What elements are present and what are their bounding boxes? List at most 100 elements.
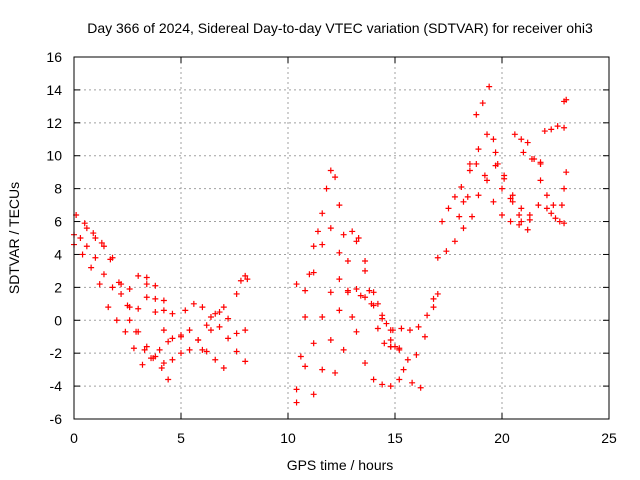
series-track-6 (143, 274, 227, 353)
data-point (81, 220, 88, 227)
y-tick-label: 10 (46, 148, 62, 164)
data-point (558, 202, 565, 209)
data-point (466, 160, 473, 167)
data-point (143, 343, 150, 350)
data-point (195, 337, 202, 344)
data-point (561, 185, 568, 192)
data-point (421, 333, 428, 340)
data-point (118, 290, 125, 297)
data-point (507, 218, 514, 225)
data-point (327, 167, 334, 174)
data-point (293, 281, 300, 288)
data-point (473, 111, 480, 118)
x-tick-label: 0 (70, 430, 78, 446)
data-point (473, 160, 480, 167)
data-point (152, 353, 159, 360)
series-track-7 (182, 300, 249, 365)
data-point (501, 175, 508, 182)
data-point (556, 218, 563, 225)
data-point (413, 351, 420, 358)
series-track-14 (332, 287, 424, 391)
data-point (516, 211, 523, 218)
plot-frame (73, 56, 610, 420)
data-point (165, 376, 172, 383)
data-point (135, 328, 142, 335)
data-point (336, 276, 343, 283)
series-track-23 (511, 131, 544, 167)
data-point (366, 287, 373, 294)
data-point (302, 363, 309, 370)
data-point (492, 149, 499, 156)
x-tick-label: 20 (494, 430, 510, 446)
data-point (458, 183, 465, 190)
data-point (160, 327, 167, 334)
data-point (434, 290, 441, 297)
data-point (537, 177, 544, 184)
data-point (310, 340, 317, 347)
data-point (344, 287, 351, 294)
series-track-12 (293, 238, 403, 393)
data-point (368, 300, 375, 307)
data-point (336, 249, 343, 256)
data-point (302, 313, 309, 320)
data-point (306, 271, 313, 278)
data-point (484, 177, 491, 184)
y-tick-label: 4 (54, 246, 62, 262)
data-point (535, 202, 542, 209)
data-point (297, 353, 304, 360)
data-point (479, 100, 486, 107)
data-point (524, 139, 531, 146)
data-point (216, 323, 223, 330)
data-point (400, 366, 407, 373)
data-point (460, 198, 467, 205)
data-point (349, 228, 356, 235)
data-point (563, 96, 570, 103)
data-point (362, 294, 369, 301)
data-point (543, 205, 550, 212)
data-point (430, 304, 437, 311)
series-track-2 (71, 241, 172, 368)
data-point (79, 251, 86, 258)
data-point (169, 310, 176, 317)
data-point (237, 277, 244, 284)
data-point (362, 258, 369, 265)
data-point (244, 276, 251, 283)
data-point (122, 328, 129, 335)
series-track-16 (387, 304, 437, 363)
x-tick-label: 15 (387, 430, 403, 446)
data-point (543, 192, 550, 199)
data-point (526, 211, 533, 218)
data-point (327, 225, 334, 232)
x-tick-label: 5 (177, 430, 185, 446)
data-point (531, 156, 538, 163)
data-point (156, 346, 163, 353)
y-tick-label: 8 (54, 181, 62, 197)
series-track-1 (71, 231, 167, 314)
data-point (310, 269, 317, 276)
data-point (186, 346, 193, 353)
y-tick-label: 14 (46, 82, 62, 98)
data-point (460, 225, 467, 232)
data-point (220, 304, 227, 311)
data-point (96, 281, 103, 288)
series-track-21 (434, 162, 550, 261)
data-point (406, 327, 413, 334)
data-point (362, 267, 369, 274)
data-point (182, 307, 189, 314)
series-track-28 (561, 96, 570, 105)
data-point (516, 221, 523, 228)
data-point (143, 274, 150, 281)
data-point (336, 307, 343, 314)
data-point (475, 192, 482, 199)
data-points (71, 83, 570, 406)
data-point (554, 123, 561, 130)
data-point (509, 192, 516, 199)
data-point (552, 215, 559, 222)
x-tick-label: 25 (601, 430, 617, 446)
data-point (336, 202, 343, 209)
data-point (537, 160, 544, 167)
data-point (349, 313, 356, 320)
data-point (152, 295, 159, 302)
data-point (233, 290, 240, 297)
data-point (92, 254, 99, 261)
